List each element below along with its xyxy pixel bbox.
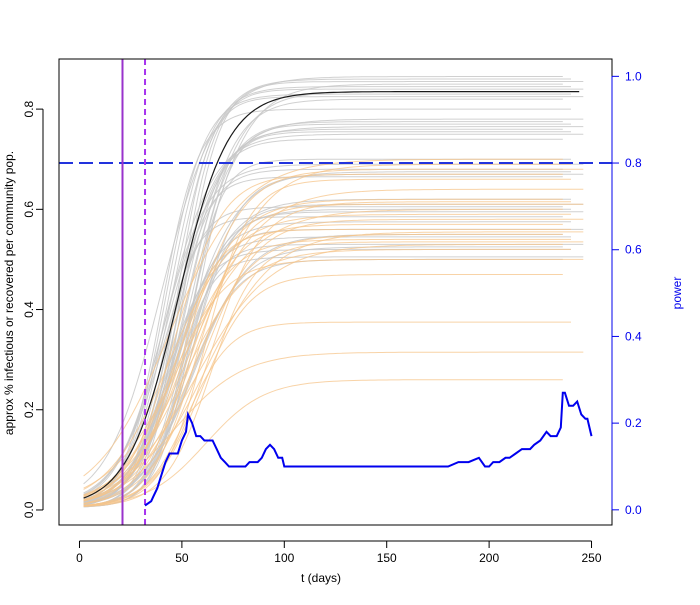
y-axis-right: 0.0 0.2 0.4 0.6 0.8 1.0 xyxy=(611,69,642,517)
treatment-series-line xyxy=(83,198,563,497)
treatment-series-line xyxy=(83,168,584,501)
control-series-line xyxy=(83,206,563,506)
x-axis-label: t (days) xyxy=(301,571,341,585)
y-right-tick-label: 1.0 xyxy=(625,69,642,83)
treatment-series-line xyxy=(83,158,563,477)
power-series-line xyxy=(144,391,593,507)
control-series-line xyxy=(83,96,584,507)
control-series-line xyxy=(83,118,584,494)
treatment-series-line xyxy=(83,243,563,496)
treatment-series-line xyxy=(83,213,571,490)
control-series-line xyxy=(83,256,584,507)
control-series-line xyxy=(83,108,571,502)
y-left-tick-label: 0.6 xyxy=(22,201,36,218)
y-right-tick-label: 0.0 xyxy=(625,503,642,517)
x-tick-label: 200 xyxy=(479,551,499,565)
treatment-series-line xyxy=(83,321,571,507)
treatment-series-line xyxy=(83,258,584,498)
treatment-series-line xyxy=(83,231,584,501)
control-series-line xyxy=(83,211,584,507)
x-axis: 0 50 100 150 200 250 xyxy=(76,540,602,565)
treatment-series-line xyxy=(83,173,563,501)
median-series-line xyxy=(83,90,580,499)
y-left-tick-label: 0.4 xyxy=(22,301,36,318)
treatment-series-line xyxy=(83,248,571,498)
x-tick-label: 250 xyxy=(582,551,602,565)
treatment-series-line xyxy=(83,233,563,502)
y-left-tick-label: 0.8 xyxy=(22,100,36,117)
x-tick-label: 50 xyxy=(175,551,189,565)
x-tick-label: 0 xyxy=(76,551,83,565)
control-series-line xyxy=(83,76,563,485)
treatment-series-line xyxy=(83,163,571,500)
control-series-line xyxy=(83,86,571,502)
curve-layer xyxy=(83,76,584,508)
treatment-series-line xyxy=(83,241,584,507)
control-series-line xyxy=(83,93,571,502)
y-left-tick-label: 0.2 xyxy=(22,401,36,418)
y-axis-left-label: approx % infectious or recovered per com… xyxy=(2,151,16,435)
y-right-tick-label: 0.6 xyxy=(625,243,642,257)
control-series-line xyxy=(83,138,563,505)
y-right-tick-label: 0.8 xyxy=(625,156,642,170)
reference-lines-layer xyxy=(59,59,612,525)
treatment-series-line xyxy=(83,228,571,504)
treatment-series-line xyxy=(83,218,584,505)
x-tick-label: 100 xyxy=(274,551,294,565)
power-layer xyxy=(144,391,593,507)
x-tick-label: 150 xyxy=(377,551,397,565)
control-series-line xyxy=(83,126,584,495)
y-right-tick-label: 0.4 xyxy=(625,329,642,343)
control-series-line xyxy=(83,176,563,506)
y-axis-right-label: power xyxy=(670,277,684,310)
y-right-tick-label: 0.2 xyxy=(625,416,642,430)
treatment-series-line xyxy=(83,379,563,506)
y-left-tick-label: 0.0 xyxy=(22,501,36,518)
y-axis-left: 0.0 0.2 0.4 0.6 0.8 xyxy=(22,100,44,518)
treatment-series-line xyxy=(83,351,584,498)
treatment-series-line xyxy=(83,238,571,502)
